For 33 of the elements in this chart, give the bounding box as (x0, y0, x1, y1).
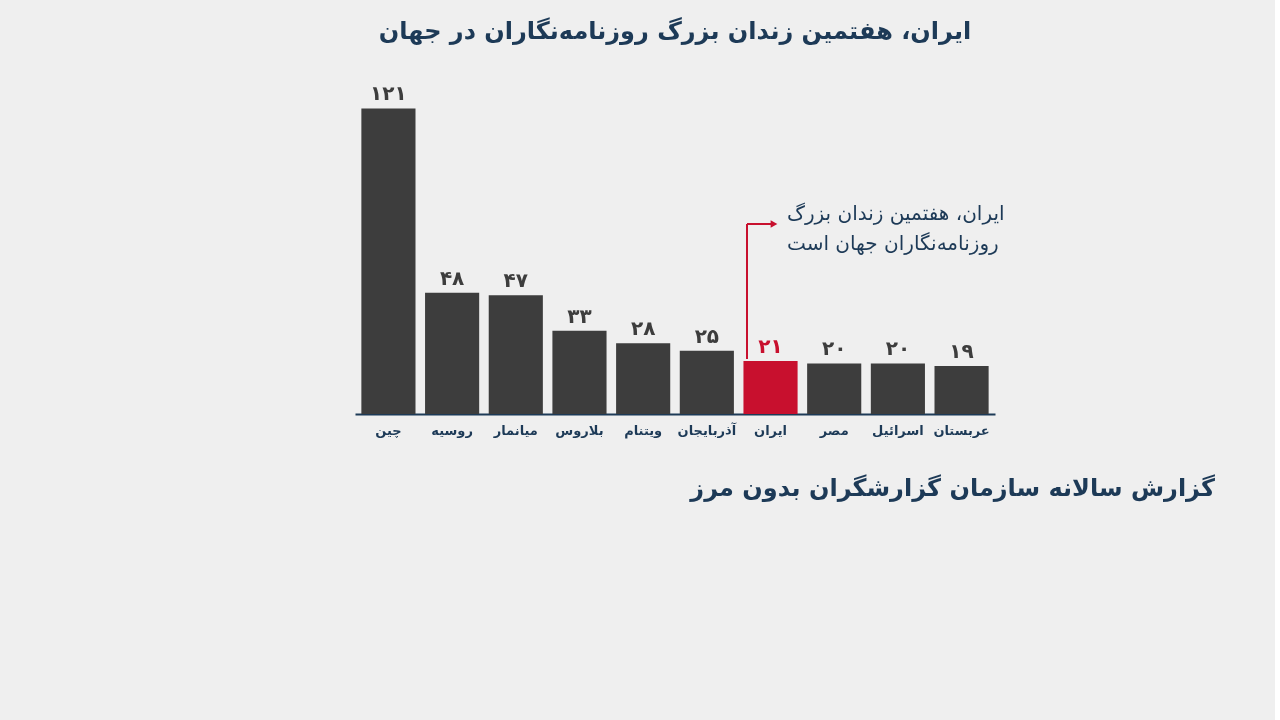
bar (870, 363, 925, 414)
data-label: ۱۹ (949, 339, 974, 364)
x-tick-label: میانمار (492, 422, 538, 438)
x-tick-label: چین (375, 422, 402, 438)
x-tick-label: روسیه (431, 422, 473, 438)
x-tick-label: مصر (818, 422, 849, 438)
bar (361, 108, 416, 414)
x-tick-label: عربستان (933, 422, 990, 438)
data-label: ۱۲۱ (370, 81, 407, 106)
bar (616, 343, 671, 414)
bar (807, 363, 862, 414)
data-label: ۲۰ (821, 336, 847, 361)
x-tick-label: ویتنام (624, 422, 663, 439)
text: گزارش سالانه سازمان گزارشگران بدون مرز (689, 474, 1216, 502)
bar (488, 295, 543, 414)
data-label: ۳۳ (567, 303, 592, 328)
x-tick-label: بلاروس (555, 422, 604, 438)
bar (679, 350, 734, 414)
bar (934, 366, 989, 414)
x-tick-label: آذربایجان (677, 421, 737, 438)
x-tick-label: ایران (754, 422, 788, 438)
data-label: ۲۰ (885, 336, 911, 361)
chart-title: ایران، هفتمین زندان بزرگ روزنامه‌نگاران در جهان (378, 17, 972, 45)
data-label: ۴۷ (503, 268, 529, 293)
data-label: ۴۸ (439, 265, 465, 290)
bar (552, 330, 607, 414)
data-label: ۲۵ (694, 323, 720, 348)
data-label: ۲۱ (758, 333, 783, 358)
x-tick-label: اسرائیل (872, 422, 924, 438)
bar (743, 360, 798, 414)
bar (425, 292, 480, 414)
annotation: ایران، هفتمین زندان بزرگ روزنامه‌نگاران جهان است (787, 201, 1005, 255)
data-label: ۲۸ (630, 316, 656, 341)
